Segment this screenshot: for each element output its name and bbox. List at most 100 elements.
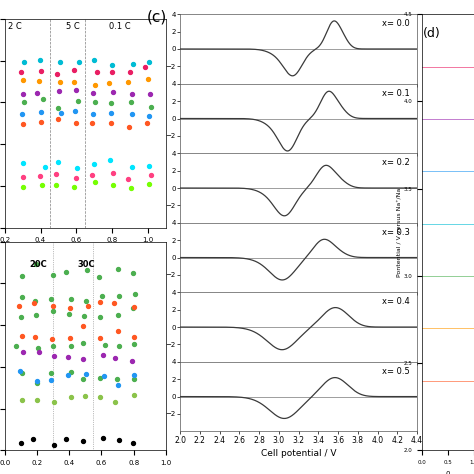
Point	[37, 118, 45, 126]
Point	[98, 292, 105, 300]
Point	[41, 163, 49, 171]
Point	[53, 70, 61, 77]
Point	[55, 158, 62, 166]
Point	[18, 294, 26, 301]
Point	[112, 354, 119, 362]
Point	[88, 119, 96, 127]
Point	[64, 354, 72, 361]
Point	[17, 68, 25, 76]
Text: x= 0.0: x= 0.0	[382, 19, 410, 28]
Point	[37, 108, 45, 116]
Y-axis label: Pontential / V versus Na⁺/Na: Pontential / V versus Na⁺/Na	[397, 188, 402, 277]
Point	[79, 322, 87, 330]
Point	[67, 343, 74, 350]
Point	[124, 79, 131, 86]
Y-axis label: I /mA: I /mA	[158, 109, 164, 128]
Point	[90, 56, 98, 64]
Point	[56, 58, 64, 65]
Point	[82, 370, 89, 378]
Text: x= 0.1: x= 0.1	[382, 89, 410, 98]
Point	[127, 99, 135, 106]
Point	[68, 393, 75, 401]
Point	[19, 90, 27, 98]
Point	[33, 311, 40, 319]
Text: 20C: 20C	[29, 260, 46, 269]
Point	[107, 99, 115, 107]
Point	[55, 116, 62, 123]
Point	[93, 69, 100, 76]
Point	[35, 77, 43, 85]
Point	[83, 266, 91, 273]
Point	[89, 171, 96, 179]
Point	[18, 313, 25, 320]
Point	[128, 357, 136, 365]
Text: (d): (d)	[422, 27, 440, 40]
Point	[100, 434, 107, 441]
Point	[47, 369, 55, 376]
Point	[67, 296, 75, 303]
Point	[19, 348, 27, 356]
Point	[34, 377, 41, 384]
Point	[35, 348, 43, 356]
Point	[130, 392, 137, 399]
Point	[29, 435, 37, 443]
Point	[50, 271, 57, 279]
Point	[106, 156, 114, 164]
Point	[115, 343, 123, 350]
Y-axis label: I /mA: I /mA	[158, 40, 164, 58]
Point	[129, 439, 137, 447]
Point	[114, 375, 121, 383]
Point	[15, 302, 22, 310]
Point	[70, 183, 78, 191]
Point	[79, 355, 87, 362]
Point	[72, 119, 80, 127]
Point	[130, 340, 137, 348]
Point	[130, 303, 137, 311]
Point	[109, 181, 117, 189]
Point	[48, 335, 56, 343]
Point	[19, 173, 27, 181]
X-axis label: r (#): r (#)	[75, 249, 95, 258]
Point	[114, 327, 121, 335]
Point	[63, 268, 70, 275]
Point	[110, 300, 118, 307]
Point	[74, 97, 82, 104]
Point	[39, 95, 47, 103]
Point	[50, 442, 58, 449]
Point	[50, 398, 58, 405]
Point	[96, 393, 104, 401]
Text: 2 C: 2 C	[8, 22, 22, 31]
Point	[73, 174, 80, 182]
Point	[30, 300, 38, 307]
Point	[80, 375, 87, 383]
Point	[73, 164, 81, 172]
Point	[128, 110, 136, 118]
Point	[34, 345, 42, 352]
Point	[37, 67, 45, 75]
Point	[108, 61, 116, 68]
Point	[19, 160, 27, 167]
Text: 30C: 30C	[77, 260, 95, 269]
Text: x= 0.3: x= 0.3	[382, 228, 410, 237]
Point	[143, 119, 150, 127]
Point	[147, 171, 155, 179]
Point	[146, 162, 153, 170]
Point	[20, 58, 27, 65]
Point	[145, 181, 153, 188]
Point	[146, 58, 153, 65]
Point	[19, 120, 27, 128]
Point	[89, 89, 97, 97]
Point	[34, 89, 41, 96]
Point	[108, 119, 115, 127]
Point	[145, 75, 152, 83]
Point	[34, 379, 41, 386]
Point	[18, 397, 26, 404]
Point	[114, 311, 121, 319]
Point	[16, 367, 23, 375]
Point	[89, 110, 97, 118]
Point	[50, 353, 58, 360]
Point	[32, 260, 40, 268]
Point	[56, 78, 64, 86]
Point	[91, 81, 99, 89]
Point	[80, 312, 88, 319]
